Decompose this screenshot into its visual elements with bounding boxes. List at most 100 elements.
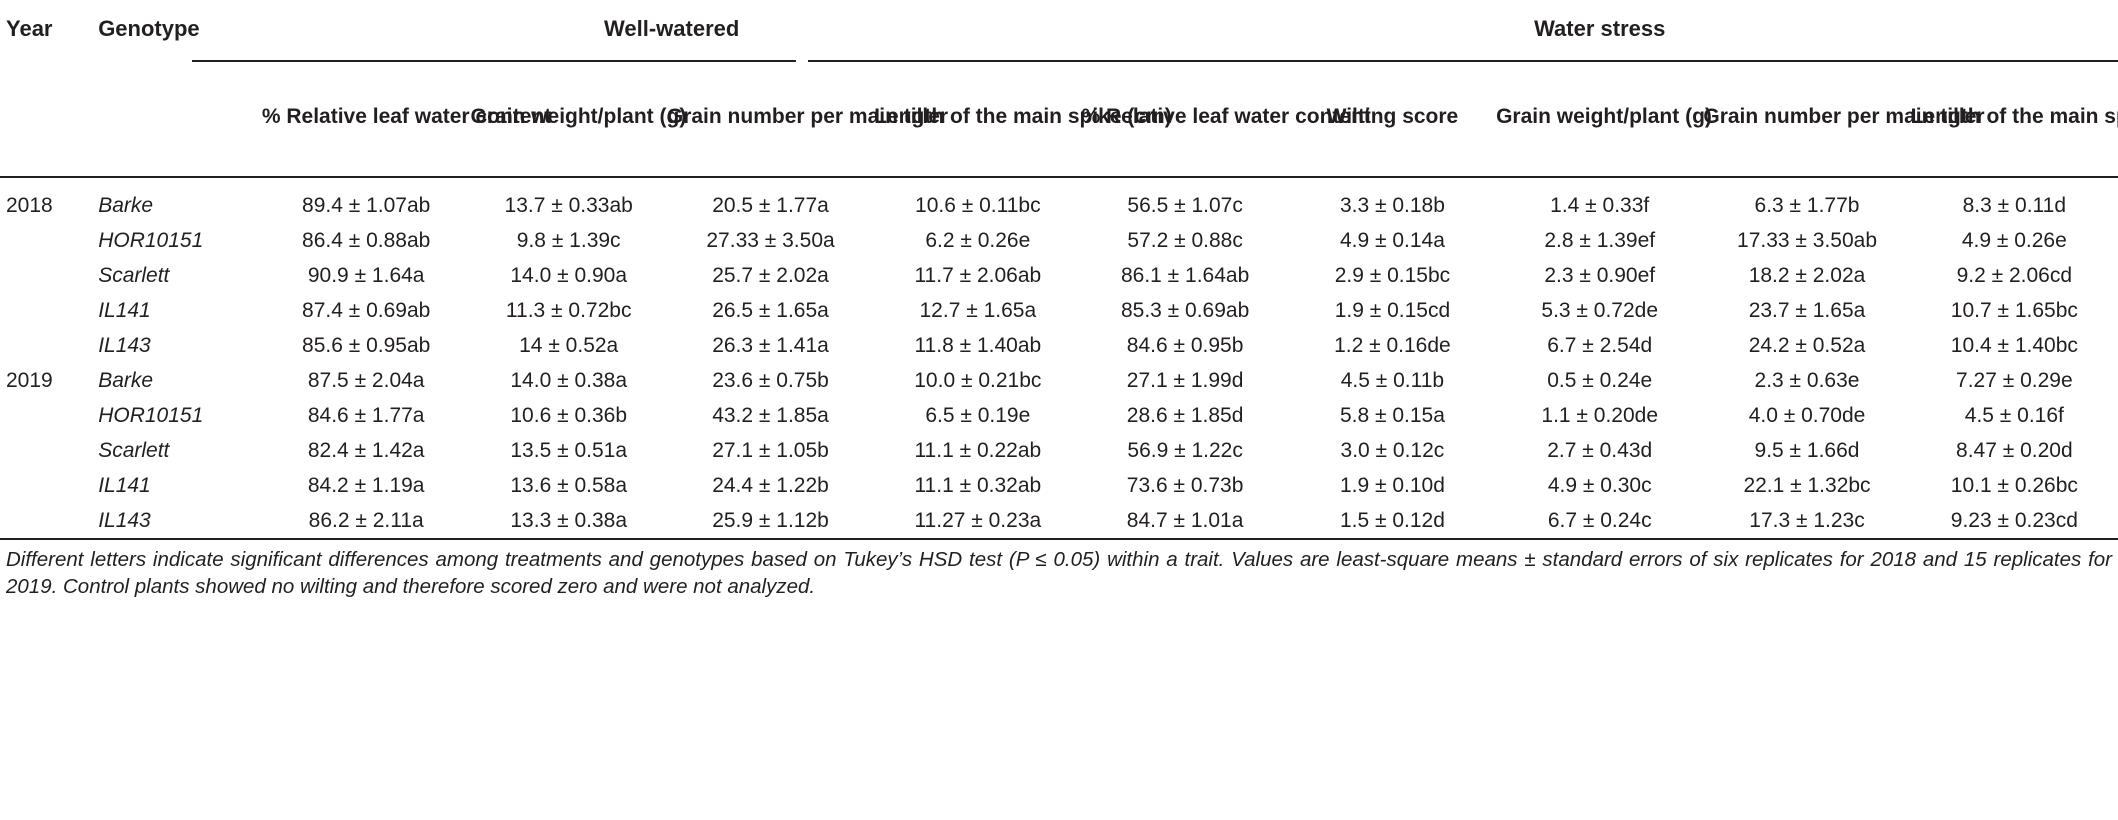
table-row: HOR10151 86.4 ± 0.88ab 9.8 ± 1.39c 27.33 ± … xyxy=(0,223,2118,258)
results-table: Year Genotype Well-watered Water stress … xyxy=(0,0,2118,540)
value-cell: 24.4 ± 1.22b xyxy=(712,473,829,497)
water-stress-group-rule xyxy=(808,60,2118,62)
header-row-columns: % Relative leaf water content Grain weig… xyxy=(0,58,2118,177)
value-cell: 27.33 ± 3.50a xyxy=(706,228,835,252)
table-row: HOR10151 84.6 ± 1.77a 10.6 ± 0.36b 43.2 ± 1… xyxy=(0,398,2118,433)
value-cell: 11.3 ± 0.72bc xyxy=(505,298,632,322)
value-cell: 10.1 ± 0.26bc xyxy=(1950,473,2078,497)
value-cell: 3.3 ± 0.18b xyxy=(1339,193,1445,217)
value-cell: 9.8 ± 1.39c xyxy=(516,228,621,252)
value-cell: 2.3 ± 0.90ef xyxy=(1544,263,1656,287)
genotype-cell: Barke xyxy=(98,193,154,217)
value-cell: 8.3 ± 0.11d xyxy=(1962,193,2067,217)
value-cell: 6.3 ± 1.77b xyxy=(1754,193,1860,217)
genotype-cell: IL143 xyxy=(98,333,151,357)
value-cell: 1.5 ± 0.12d xyxy=(1288,503,1497,540)
value-cell: 2.7 ± 0.43d xyxy=(1547,438,1653,462)
value-cell: 6.5 ± 0.19e xyxy=(925,403,1031,427)
value-cell: 26.5 ± 1.65a xyxy=(712,298,829,322)
value-cell: 17.3 ± 1.23c xyxy=(1703,503,1911,540)
value-cell: 4.5 ± 0.11b xyxy=(1340,368,1445,392)
value-cell: 23.6 ± 0.75b xyxy=(712,368,829,392)
ww-grain-weight-header: Grain weight/plant (g) xyxy=(470,105,687,128)
table-row: IL143 85.6 ± 0.95ab 14 ± 0.52a 26.3 ± 1.41a… xyxy=(0,328,2118,363)
table-footnote: Different letters indicate significant d… xyxy=(6,548,2112,598)
value-cell: 8.47 ± 0.20d xyxy=(1956,438,2073,462)
value-cell: 10.6 ± 0.36b xyxy=(510,403,627,427)
value-cell: 10.4 ± 1.40bc xyxy=(1950,333,2078,357)
value-cell: 86.1 ± 1.64ab xyxy=(1120,263,1250,287)
ww-rlwc-header: % Relative leaf water content xyxy=(261,105,552,128)
value-cell: 10.7 ± 1.65bc xyxy=(1950,298,2078,322)
value-cell: 84.6 ± 0.95b xyxy=(1126,333,1244,357)
value-cell: 4.9 ± 0.14a xyxy=(1339,228,1445,252)
value-cell: 17.33 ± 3.50ab xyxy=(1737,228,1877,252)
ws-wilting-score-header: Wilting score xyxy=(1326,105,1459,128)
year-cell xyxy=(0,468,98,503)
value-cell: 56.9 ± 1.22c xyxy=(1127,438,1243,462)
value-cell: 5.8 ± 0.15a xyxy=(1339,403,1445,427)
ws-grain-number-header: Grain number per main tiller xyxy=(1703,105,1985,128)
value-cell: 27.1 ± 1.05b xyxy=(712,438,829,462)
value-cell: 2.9 ± 0.15bc xyxy=(1334,263,1451,287)
year-cell xyxy=(0,398,98,433)
year-cell xyxy=(0,328,98,363)
value-cell: 11.8 ± 1.40ab xyxy=(914,333,1042,357)
table-row: 2019 Barke 87.5 ± 2.04a 14.0 ± 0.38a 23.6 ± … xyxy=(0,363,2118,398)
value-cell: 20.5 ± 1.77a xyxy=(712,193,829,217)
year-header: Year xyxy=(6,16,53,41)
value-cell: 56.5 ± 1.07c xyxy=(1127,193,1243,217)
value-cell: 11.7 ± 2.06ab xyxy=(914,263,1042,287)
value-cell: 11.27 ± 0.23a xyxy=(874,503,1082,540)
value-cell: 90.9 ± 1.64a xyxy=(307,263,425,287)
ws-grain-weight-header: Grain weight/plant (g) xyxy=(1496,105,1712,128)
value-cell: 13.5 ± 0.51a xyxy=(510,438,627,462)
year-cell xyxy=(0,293,98,328)
year-cell: 2018 xyxy=(6,193,53,217)
value-cell: 11.1 ± 0.32ab xyxy=(914,473,1042,497)
ws-rlwc-header: % Relative leaf water content xyxy=(1081,105,1371,128)
table-row: Scarlett 90.9 ± 1.64a 14.0 ± 0.90a 25.7 ± 2… xyxy=(0,258,2118,293)
water-stress-group-header: Water stress xyxy=(1534,16,1666,41)
value-cell: 1.2 ± 0.16de xyxy=(1334,333,1451,357)
value-cell: 13.7 ± 0.33ab xyxy=(504,193,633,217)
value-cell: 24.2 ± 0.52a xyxy=(1748,333,1866,357)
value-cell: 11.1 ± 0.22ab xyxy=(914,438,1042,462)
value-cell: 6.7 ± 0.24c xyxy=(1496,503,1704,540)
well-watered-group-header: Well-watered xyxy=(604,16,740,41)
value-cell: 9.23 ± 0.23cd xyxy=(1910,503,2118,540)
year-cell: 2019 xyxy=(6,368,53,392)
value-cell: 4.9 ± 0.26e xyxy=(1961,228,2067,252)
table-row: IL141 87.4 ± 0.69ab 11.3 ± 0.72bc 26.5 ± 1.… xyxy=(0,293,2118,328)
year-cell xyxy=(0,223,98,258)
header-row-groups: Year Genotype Well-watered Water stress xyxy=(0,0,2118,58)
value-cell: 73.6 ± 0.73b xyxy=(1126,473,1244,497)
value-cell: 86.2 ± 2.11a xyxy=(261,503,471,540)
value-cell: 86.4 ± 0.88ab xyxy=(302,228,431,252)
ws-spike-length-header: Length of the main spike (cm) xyxy=(1910,105,2118,128)
value-cell: 4.0 ± 0.70de xyxy=(1748,403,1866,427)
value-cell: 84.2 ± 1.19a xyxy=(307,473,425,497)
genotype-cell: HOR10151 xyxy=(98,403,204,427)
table-row: 2018 Barke 89.4 ± 1.07ab 13.7 ± 0.33ab 20.5 … xyxy=(0,188,2118,223)
value-cell: 27.1 ± 1.99d xyxy=(1126,368,1244,392)
genotype-cell: HOR10151 xyxy=(98,228,204,252)
ww-grain-number-header: Grain number per main tiller xyxy=(666,105,949,128)
genotype-cell: IL141 xyxy=(98,473,151,497)
value-cell: 4.9 ± 0.30c xyxy=(1547,473,1652,497)
value-cell: 23.7 ± 1.65a xyxy=(1748,298,1866,322)
genotype-cell: Scarlett xyxy=(98,263,170,287)
value-cell: 12.7 ± 1.65a xyxy=(919,298,1037,322)
value-cell: 0.5 ± 0.24e xyxy=(1547,368,1653,392)
value-cell: 13.6 ± 0.58a xyxy=(510,473,627,497)
value-cell: 1.1 ± 0.20de xyxy=(1541,403,1659,427)
value-cell: 26.3 ± 1.41a xyxy=(712,333,829,357)
genotype-header: Genotype xyxy=(98,16,200,41)
value-cell: 10.0 ± 0.21bc xyxy=(914,368,1042,392)
value-cell: 9.5 ± 1.66d xyxy=(1754,438,1860,462)
value-cell: 89.4 ± 1.07ab xyxy=(302,193,431,217)
year-cell xyxy=(0,258,98,293)
genotype-cell: IL143 xyxy=(98,503,262,540)
value-cell: 14.0 ± 0.38a xyxy=(510,368,627,392)
